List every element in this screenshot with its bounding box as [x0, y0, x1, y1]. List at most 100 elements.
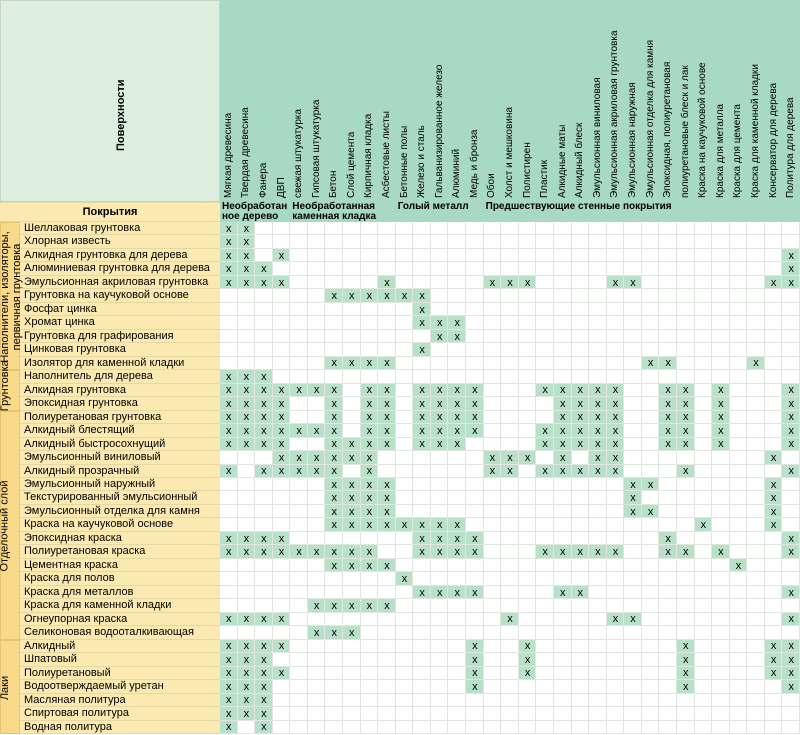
table-cell	[413, 639, 431, 654]
table-cell	[606, 518, 625, 532]
coating-label: Хлорная известь	[20, 235, 220, 249]
table-cell	[747, 451, 765, 465]
table-cell	[395, 599, 414, 613]
compatibility-mark: x	[343, 518, 361, 532]
compatibility-mark: x	[290, 424, 308, 438]
table-cell	[553, 316, 572, 330]
compatibility-mark: x	[764, 504, 783, 519]
table-cell	[395, 693, 414, 708]
table-cell	[536, 558, 554, 573]
compatibility-mark: x	[220, 437, 238, 452]
compatibility-mark: x	[606, 612, 625, 627]
table-cell	[676, 491, 695, 505]
compatibility-mark: x	[272, 639, 291, 654]
table-cell	[307, 504, 326, 519]
x-mark: x	[243, 546, 250, 559]
table-cell	[360, 235, 379, 249]
table-cell	[518, 518, 537, 532]
row-group: Наполнители, изоляторы, первичная грунто…	[0, 222, 23, 371]
table-cell	[641, 383, 660, 398]
compatibility-mark: x	[307, 424, 326, 438]
table-cell	[589, 599, 607, 613]
compatibility-mark: x	[413, 397, 431, 411]
table-cell	[676, 222, 695, 236]
x-mark: x	[419, 343, 425, 356]
table-cell	[553, 572, 572, 586]
compatibility-mark: x	[325, 558, 344, 573]
table-cell	[764, 612, 783, 627]
compatibility-mark: x	[676, 653, 695, 667]
table-cell	[343, 572, 361, 586]
table-cell	[729, 653, 748, 667]
x-mark: x	[683, 411, 689, 424]
table-cell	[553, 626, 572, 640]
table-cell	[272, 680, 291, 694]
compatibility-mark: x	[343, 478, 361, 492]
table-cell	[641, 410, 660, 425]
table-cell	[589, 275, 607, 290]
table-cell	[501, 397, 519, 411]
x-mark: x	[647, 357, 654, 370]
table-cell	[413, 693, 431, 708]
table-cell	[220, 599, 238, 613]
compatibility-mark: x	[589, 437, 607, 452]
table-cell	[571, 329, 590, 344]
compatibility-mark: x	[237, 666, 256, 681]
table-cell	[237, 302, 256, 317]
table-cell	[220, 478, 238, 492]
x-mark: x	[753, 357, 759, 370]
table-cell	[430, 248, 449, 263]
table-cell	[536, 599, 554, 613]
table-cell	[659, 612, 677, 627]
compatibility-mark: x	[553, 464, 572, 478]
x-mark: x	[718, 424, 724, 437]
table-cell	[553, 639, 572, 654]
compatibility-mark: x	[325, 410, 344, 425]
table-cell	[325, 302, 344, 317]
compatibility-mark: x	[237, 545, 256, 559]
table-cell	[483, 316, 502, 330]
compatibility-mark: x	[378, 289, 396, 303]
compatibility-mark: x	[676, 666, 695, 681]
table-cell	[782, 343, 800, 357]
x-mark: x	[665, 532, 671, 545]
x-mark: x	[384, 438, 390, 451]
table-cell	[237, 356, 256, 371]
compatibility-mark: x	[343, 626, 361, 640]
table-cell	[676, 356, 695, 371]
compatibility-mark: x	[378, 424, 396, 438]
table-cell	[712, 518, 730, 532]
table-cell	[220, 302, 238, 317]
x-mark: x	[788, 384, 794, 397]
table-cell	[360, 248, 379, 263]
table-cell	[606, 680, 625, 694]
compatibility-mark: x	[589, 424, 607, 438]
compatibility-mark: x	[624, 504, 642, 519]
column-header: Пластик	[539, 159, 551, 198]
compatibility-mark: x	[659, 397, 677, 411]
compatibility-mark: x	[343, 545, 361, 559]
x-mark: x	[243, 667, 250, 680]
table-cell	[536, 410, 554, 425]
x-mark: x	[419, 317, 425, 330]
table-cell	[589, 329, 607, 344]
table-cell	[571, 666, 590, 681]
x-mark: x	[683, 465, 689, 478]
table-cell	[466, 316, 484, 330]
table-cell	[659, 693, 677, 708]
table-cell	[659, 518, 677, 532]
coating-label: Водная политура	[20, 721, 220, 734]
table-cell	[694, 424, 713, 438]
table-cell	[676, 248, 695, 263]
compatibility-mark: x	[676, 410, 695, 425]
x-mark: x	[261, 694, 267, 707]
compatibility-mark: x	[553, 410, 572, 425]
compatibility-mark: x	[272, 545, 291, 559]
x-mark: x	[401, 290, 408, 303]
compatibility-mark: x	[343, 491, 361, 505]
compatibility-mark: x	[571, 437, 590, 452]
x-mark: x	[559, 586, 566, 599]
x-mark: x	[559, 411, 566, 424]
x-mark: x	[454, 546, 461, 559]
table-cell	[659, 316, 677, 330]
